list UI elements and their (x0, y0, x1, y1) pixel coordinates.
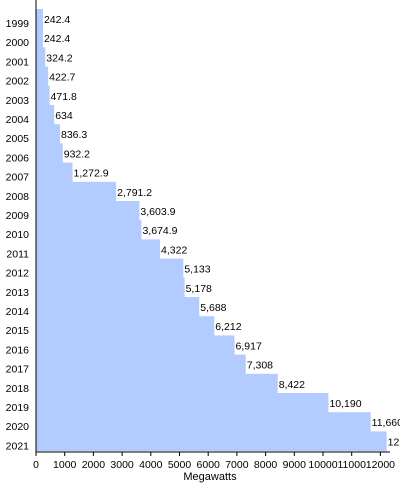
category-label-2018: 2018 (6, 383, 30, 395)
category-label-2001: 2001 (6, 56, 30, 68)
x-tick-label-9000: 9000 (283, 459, 307, 471)
bars-layer (36, 9, 387, 452)
x-tick-label-6000: 6000 (197, 459, 221, 471)
category-label-2011: 2011 (6, 248, 29, 260)
bar-2012 (36, 258, 184, 279)
x-tick-label-7000: 7000 (225, 459, 249, 471)
bar-2008 (36, 181, 117, 202)
x-tick-label-3000: 3000 (110, 459, 134, 471)
value-label-2013: 5,178 (186, 283, 212, 295)
category-label-2012: 2012 (6, 268, 30, 280)
bar-2010 (36, 220, 142, 240)
category-label-2020: 2020 (6, 421, 30, 433)
value-label-2004: 634 (55, 110, 73, 122)
category-label-2004: 2004 (6, 114, 30, 126)
category-label-2000: 2000 (6, 37, 30, 49)
category-labels-layer: 1999 2000 2001 2002 2003 2004 2005 2006 2007 2008… (6, 18, 30, 452)
x-tick-label-2000: 2000 (82, 459, 106, 471)
x-tick-label-10000: 10000 (308, 459, 337, 471)
x-tick-label-1000: 1000 (53, 459, 77, 471)
value-label-2010: 3,674.9 (142, 225, 177, 237)
bar-2019 (36, 393, 329, 413)
value-label-2005: 836.3 (61, 129, 87, 141)
category-label-2010: 2010 (6, 229, 30, 241)
bar-2014 (36, 297, 200, 317)
category-label-2005: 2005 (6, 133, 30, 145)
value-label-2019: 10,190 (329, 398, 361, 410)
value-label-2002: 422.7 (49, 72, 75, 84)
bar-2015 (36, 316, 215, 336)
bar-2003 (36, 85, 50, 106)
value-label-2009: 3,603.9 (140, 206, 175, 218)
x-ticks-layer: 0 1000 2000 3000 4000 5000 6000 7000 8000 9000 100… (33, 452, 395, 471)
value-label-2011: 4,322 (161, 244, 187, 256)
value-label-2017: 7,308 (247, 360, 273, 372)
x-tick-label-5000: 5000 (168, 459, 192, 471)
bar-2001 (36, 47, 46, 68)
value-labels-layer: 242.4 242.4 324.2 422.7 471.8 634 836.3 932.2 1,… (44, 14, 400, 448)
value-label-2018: 8,422 (279, 379, 305, 391)
category-label-2017: 2017 (6, 364, 30, 376)
bar-2011 (36, 239, 161, 260)
value-label-2015: 6,212 (215, 321, 241, 333)
x-axis-title: Megawatts (183, 471, 237, 483)
category-label-2013: 2013 (6, 287, 30, 299)
value-label-2021: 12,219 (388, 436, 400, 448)
bar-2013 (36, 277, 185, 298)
category-label-2007: 2007 (6, 172, 30, 184)
bar-2007 (36, 162, 73, 183)
value-label-2006: 932.2 (64, 148, 90, 160)
category-label-2014: 2014 (6, 306, 30, 318)
category-label-2008: 2008 (6, 191, 30, 203)
x-tick-label-12000: 12000 (366, 459, 395, 471)
category-label-2009: 2009 (6, 210, 30, 222)
value-label-2000: 242.4 (44, 33, 70, 45)
bar-2006 (36, 143, 63, 164)
category-label-2002: 2002 (6, 76, 30, 88)
bar-2000 (36, 28, 43, 48)
value-label-2014: 5,688 (200, 302, 226, 314)
category-label-2003: 2003 (6, 95, 30, 107)
value-label-2007: 1,272.9 (74, 168, 109, 180)
bar-2002 (36, 66, 49, 87)
value-label-2016: 6,917 (236, 340, 262, 352)
value-label-1999: 242.4 (44, 14, 70, 26)
category-label-1999: 1999 (6, 18, 30, 30)
bar-2009 (36, 201, 140, 221)
value-label-2001: 324.2 (46, 52, 72, 64)
bar-2016 (36, 335, 235, 356)
bar-2017 (36, 354, 246, 375)
bar-2020 (36, 412, 371, 432)
value-label-2012: 5,133 (184, 264, 210, 276)
category-label-2021: 2021 (6, 440, 30, 452)
value-label-2003: 471.8 (51, 91, 77, 103)
x-tick-label-11000: 11000 (337, 459, 366, 471)
bar-2005 (36, 124, 61, 144)
bar-2004 (36, 105, 55, 125)
category-label-2006: 2006 (6, 152, 30, 164)
bar-2021 (36, 431, 387, 452)
bar-1999 (36, 9, 43, 29)
value-label-2008: 2,791.2 (117, 187, 152, 199)
value-label-2020: 11,660 (372, 417, 400, 429)
bar-2018 (36, 373, 278, 394)
x-tick-label-4000: 4000 (139, 459, 163, 471)
category-label-2016: 2016 (6, 344, 30, 356)
x-tick-label-0: 0 (33, 459, 39, 471)
category-label-2019: 2019 (6, 402, 30, 414)
x-tick-label-8000: 8000 (254, 459, 278, 471)
category-label-2015: 2015 (6, 325, 30, 337)
